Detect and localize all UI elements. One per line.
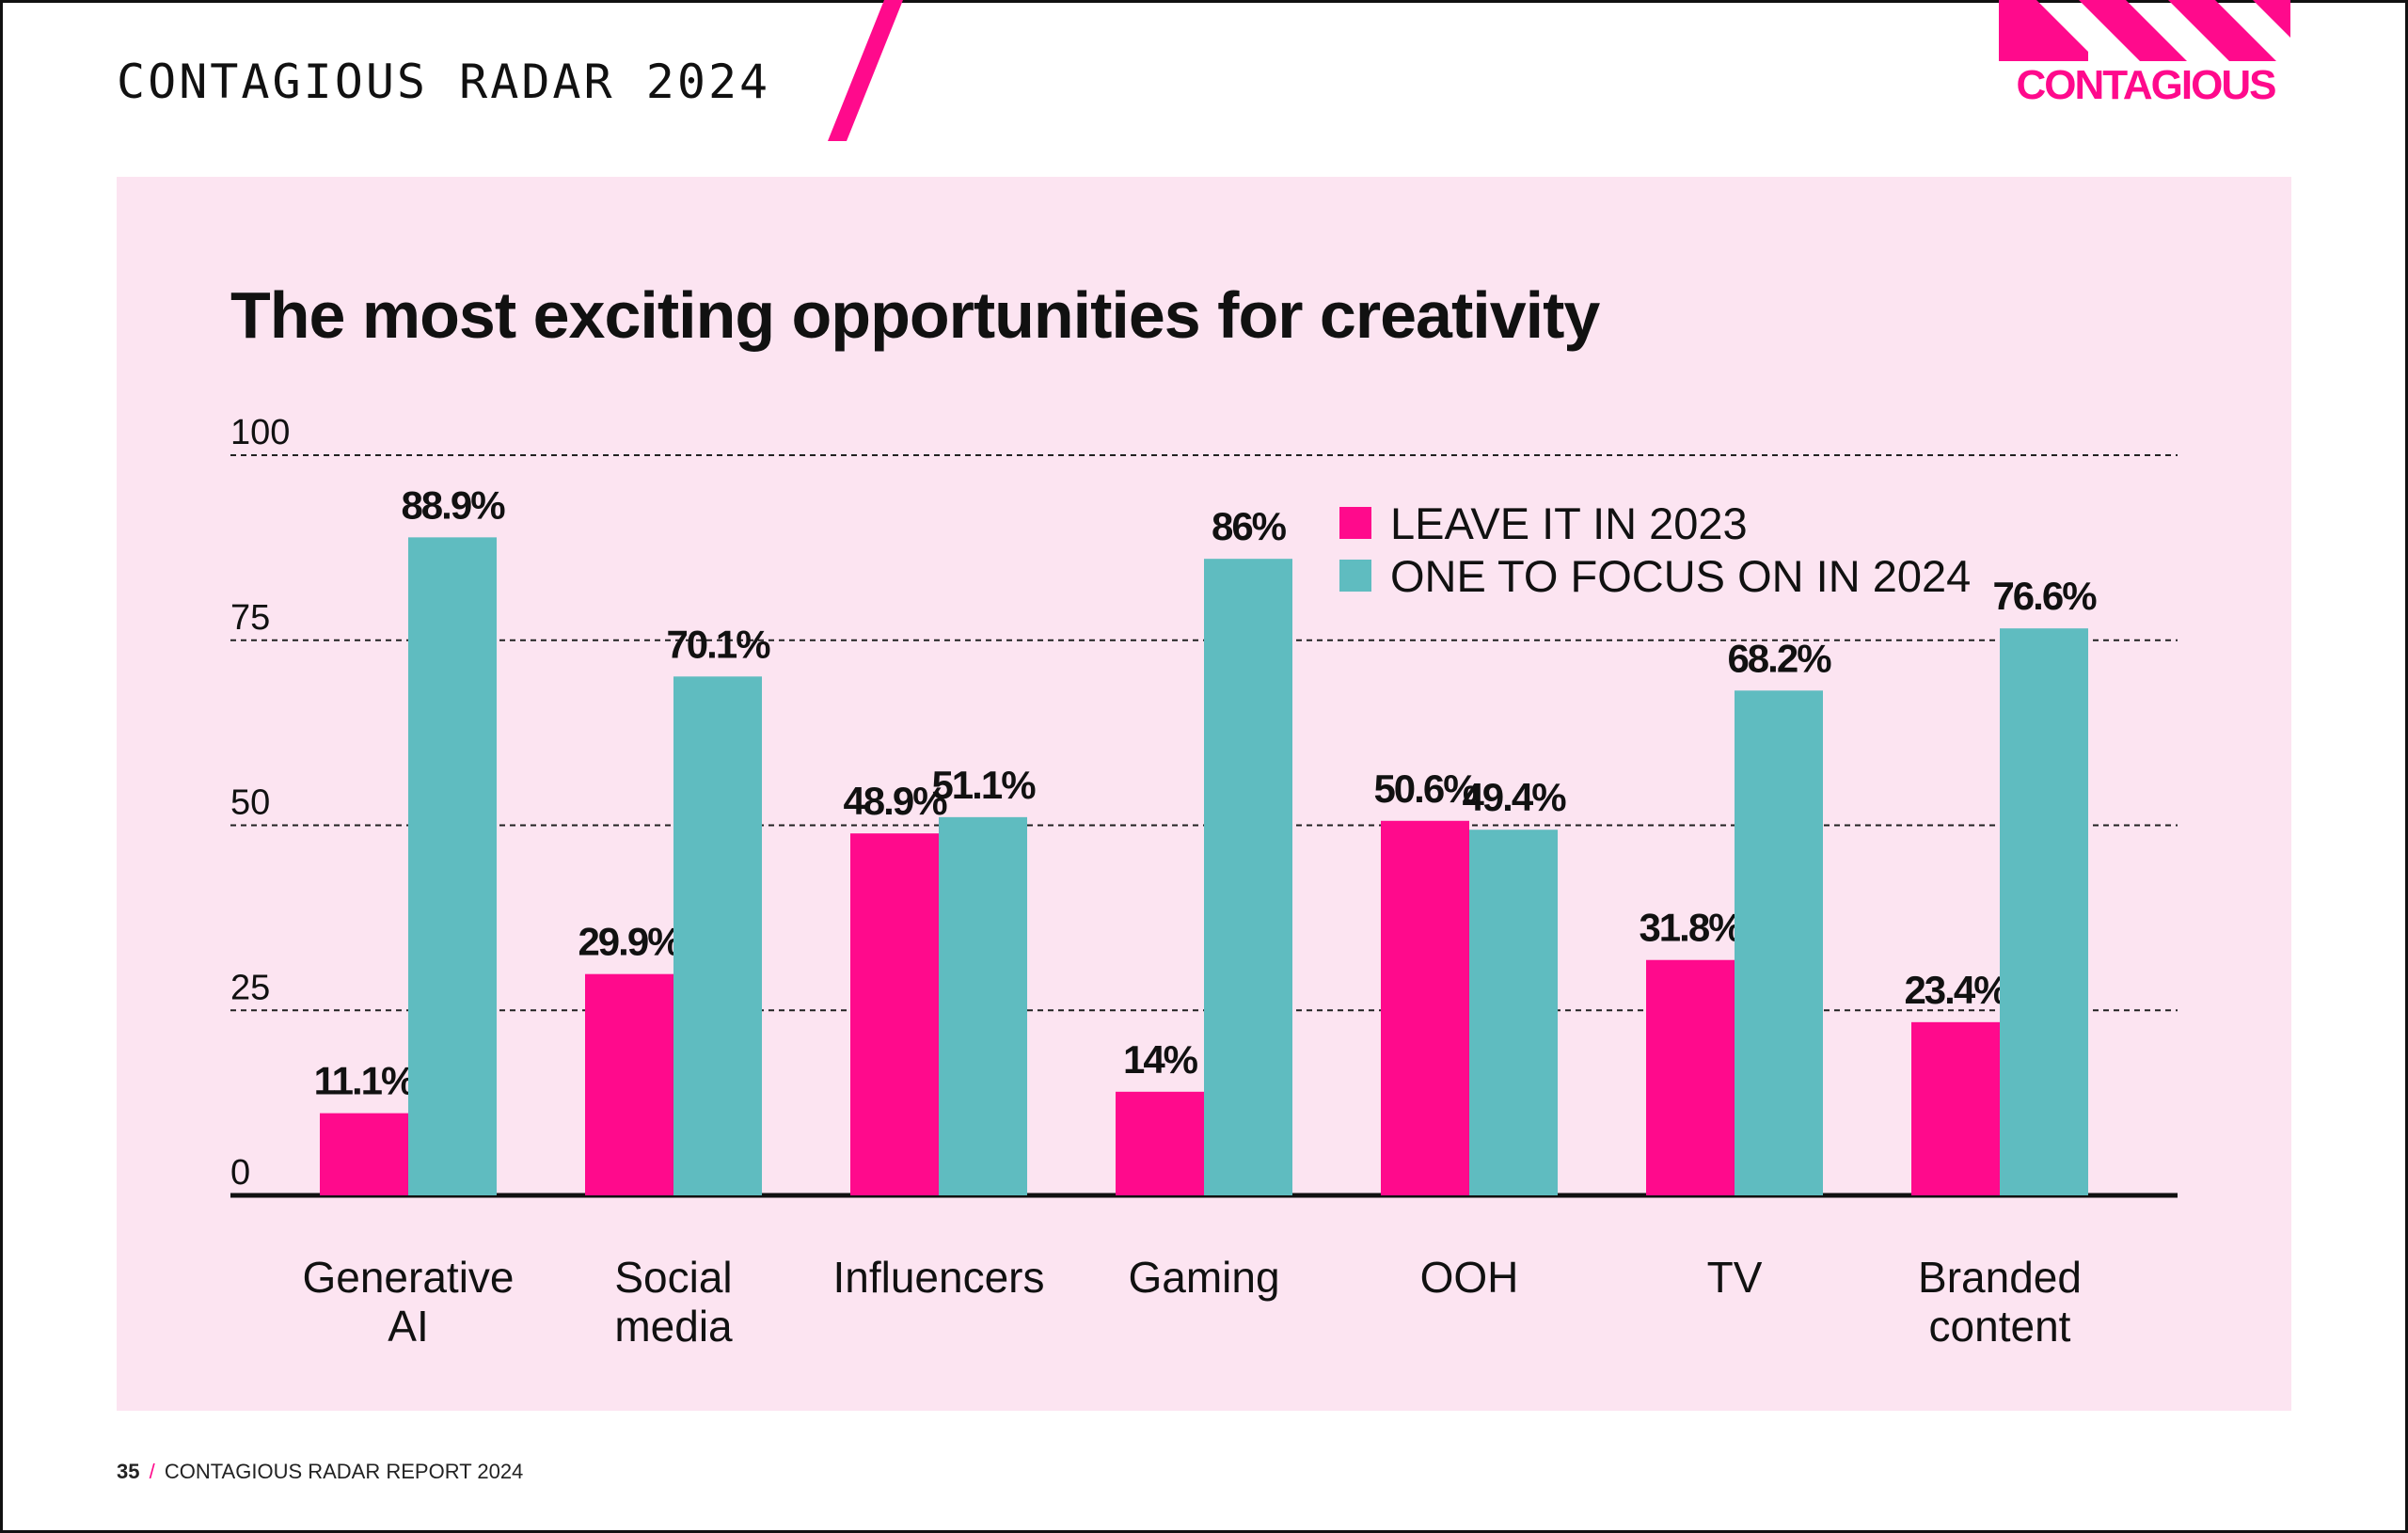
data-label: 29.9% <box>578 920 682 964</box>
footer-text: CONTAGIOUS RADAR REPORT 2024 <box>164 1460 524 1483</box>
y-tick-label: 0 <box>230 1153 250 1193</box>
data-label: 11.1% <box>314 1059 416 1103</box>
bar-leave-2023 <box>320 1113 408 1195</box>
data-label: 88.9% <box>401 482 505 527</box>
data-label: 23.4% <box>1904 968 2008 1012</box>
bar-leave-2023 <box>585 973 673 1195</box>
y-tick-label: 100 <box>230 413 290 452</box>
y-tick-label: 25 <box>230 968 270 1007</box>
page-number: 35 <box>117 1460 140 1483</box>
x-tick-label: OOH <box>1420 1253 1519 1302</box>
x-tick-label: Branded <box>1918 1253 2082 1302</box>
data-label: 50.6% <box>1373 766 1478 811</box>
data-label: 51.1% <box>931 763 1036 807</box>
chart-title: The most exciting opportunities for crea… <box>230 278 1600 352</box>
data-label: 49.4% <box>1462 775 1566 819</box>
y-tick-label: 50 <box>230 783 270 823</box>
legend-label: ONE TO FOCUS ON IN 2024 <box>1390 550 1972 601</box>
bar-leave-2023 <box>1646 959 1735 1195</box>
bar-focus-2024 <box>939 816 1027 1195</box>
footer-separator: / <box>149 1460 155 1483</box>
bar-focus-2024 <box>1204 559 1292 1195</box>
bar-leave-2023 <box>1911 1021 2000 1195</box>
report-title: CONTAGIOUS RADAR 2024 <box>117 55 771 109</box>
legend-label: LEAVE IT IN 2023 <box>1390 498 1748 548</box>
legend-item-leave-2023: LEAVE IT IN 2023 <box>1339 497 1971 549</box>
bar-focus-2024 <box>1735 690 1823 1195</box>
legend-swatch-teal <box>1339 560 1371 592</box>
bar-focus-2024 <box>1469 830 1558 1195</box>
data-label: 48.9% <box>843 779 947 823</box>
bar-leave-2023 <box>1116 1091 1204 1195</box>
logo-text: CONTAGIOUS <box>2016 62 2277 108</box>
bar-focus-2024 <box>2000 628 2088 1195</box>
bar-focus-2024 <box>673 676 762 1195</box>
x-tick-label: TV <box>1707 1253 1763 1302</box>
x-tick-label: Gaming <box>1128 1253 1279 1302</box>
contagious-logo <box>1999 0 2290 61</box>
page-footer: 35 / CONTAGIOUS RADAR REPORT 2024 <box>117 1460 523 1484</box>
bar-leave-2023 <box>850 833 939 1195</box>
bar-focus-2024 <box>408 537 497 1195</box>
x-tick-label: Social <box>614 1253 732 1302</box>
data-label: 70.1% <box>666 622 770 666</box>
x-tick-label: Generative <box>302 1253 514 1302</box>
legend-swatch-pink <box>1339 507 1371 539</box>
data-label: 31.8% <box>1639 906 1743 950</box>
data-label: 14% <box>1123 1037 1198 1082</box>
chart-legend: LEAVE IT IN 2023 ONE TO FOCUS ON IN 2024 <box>1339 497 1971 602</box>
x-tick-label: media <box>614 1302 733 1351</box>
legend-item-focus-2024: ONE TO FOCUS ON IN 2024 <box>1339 549 1971 602</box>
header-slash-decoration <box>828 0 903 141</box>
y-tick-label: 75 <box>230 598 270 638</box>
bar-leave-2023 <box>1381 820 1469 1195</box>
data-label: 68.2% <box>1727 636 1831 680</box>
x-tick-label: content <box>1929 1302 2071 1351</box>
x-tick-label: Influencers <box>832 1253 1044 1302</box>
data-label: 76.6% <box>1992 574 2097 618</box>
data-label: 86% <box>1212 504 1287 548</box>
x-tick-label: AI <box>388 1302 428 1351</box>
